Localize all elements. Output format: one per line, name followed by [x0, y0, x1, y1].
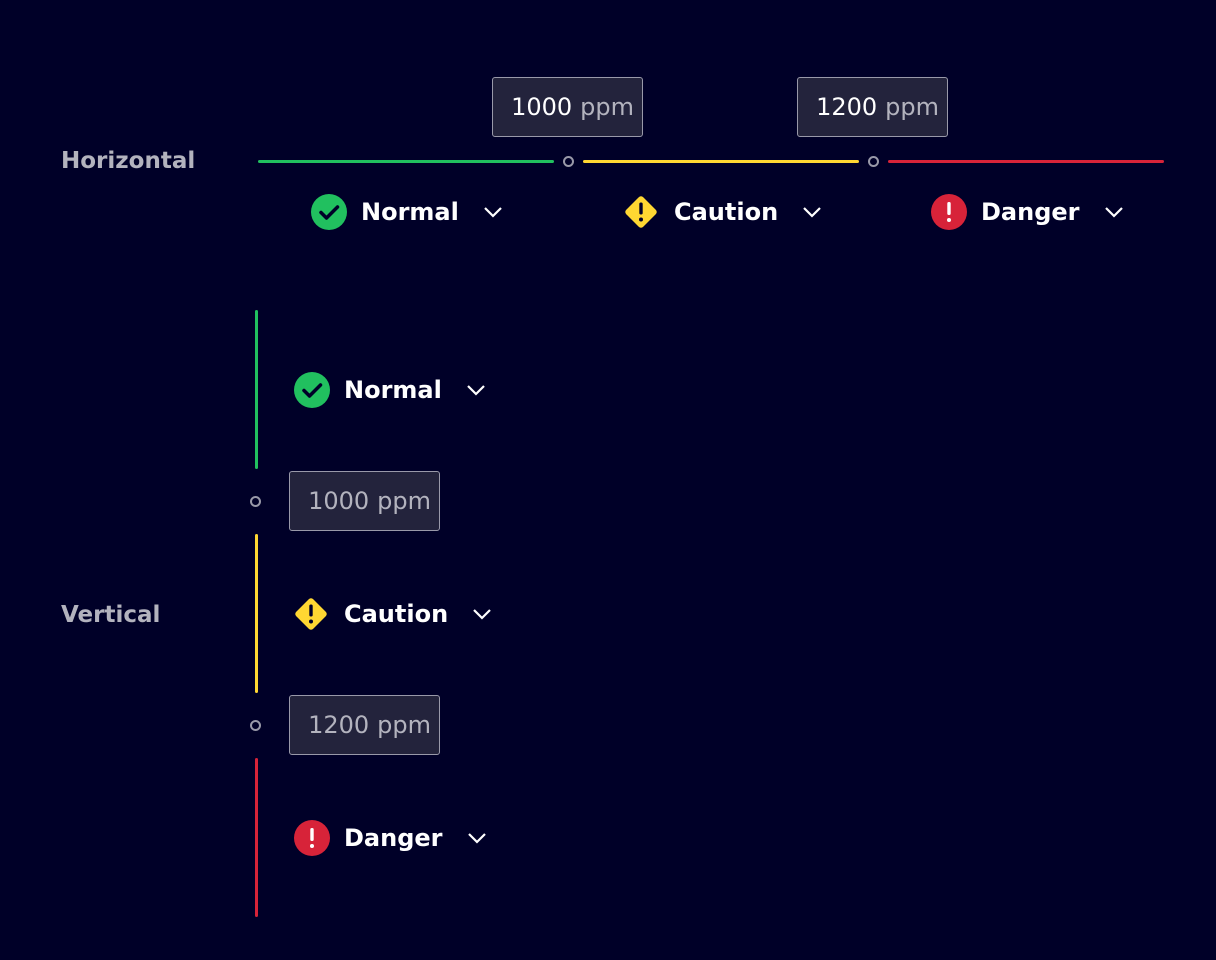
threshold-value: 1200 [308, 711, 370, 739]
threshold-handle[interactable] [250, 720, 261, 731]
status-label: Danger [344, 824, 443, 852]
vertical-section-label: Vertical [61, 602, 161, 628]
warning-diamond-icon [625, 196, 657, 228]
chevron-down-icon [1104, 207, 1123, 218]
threshold-input-1000[interactable]: 1000 ppm [289, 471, 440, 531]
threshold-input-1000[interactable]: 1000 ppm [492, 77, 643, 137]
threshold-handle[interactable] [250, 496, 261, 507]
chevron-down-icon [467, 385, 485, 396]
alert-circle-icon [294, 820, 330, 856]
status-dropdown-caution[interactable]: Caution [622, 193, 822, 231]
normal-range-bar [255, 310, 258, 469]
alert-circle-icon [931, 194, 967, 230]
threshold-unit: ppm [885, 93, 939, 121]
status-label: Caution [674, 198, 779, 226]
status-dropdown-danger[interactable]: Danger [294, 820, 487, 856]
status-dropdown-normal[interactable]: Normal [311, 194, 503, 230]
chevron-down-icon [467, 833, 486, 844]
chevron-down-icon [473, 609, 491, 620]
danger-range-bar [255, 758, 258, 917]
status-dropdown-danger[interactable]: Danger [931, 194, 1124, 230]
threshold-input-1200[interactable]: 1200 ppm [797, 77, 948, 137]
status-dropdown-caution[interactable]: Caution [292, 595, 492, 633]
warning-diamond-icon [295, 598, 327, 630]
threshold-value: 1200 [816, 93, 878, 121]
status-label: Normal [361, 198, 459, 226]
danger-range-bar [888, 160, 1164, 163]
threshold-unit: ppm [377, 487, 431, 515]
threshold-handle[interactable] [563, 156, 574, 167]
chevron-down-icon [803, 207, 821, 218]
threshold-handle[interactable] [868, 156, 879, 167]
status-dropdown-normal[interactable]: Normal [294, 372, 486, 408]
threshold-value: 1000 [511, 93, 573, 121]
threshold-value: 1000 [308, 487, 370, 515]
normal-range-bar [258, 160, 554, 163]
threshold-unit: ppm [580, 93, 634, 121]
check-circle-icon [311, 194, 347, 230]
horizontal-section-label: Horizontal [61, 148, 196, 174]
threshold-input-1200[interactable]: 1200 ppm [289, 695, 440, 755]
status-label: Caution [344, 600, 449, 628]
caution-range-bar [583, 160, 859, 163]
caution-range-bar [255, 534, 258, 693]
chevron-down-icon [484, 207, 502, 218]
status-label: Normal [344, 376, 442, 404]
threshold-unit: ppm [377, 711, 431, 739]
status-label: Danger [981, 198, 1080, 226]
check-circle-icon [294, 372, 330, 408]
